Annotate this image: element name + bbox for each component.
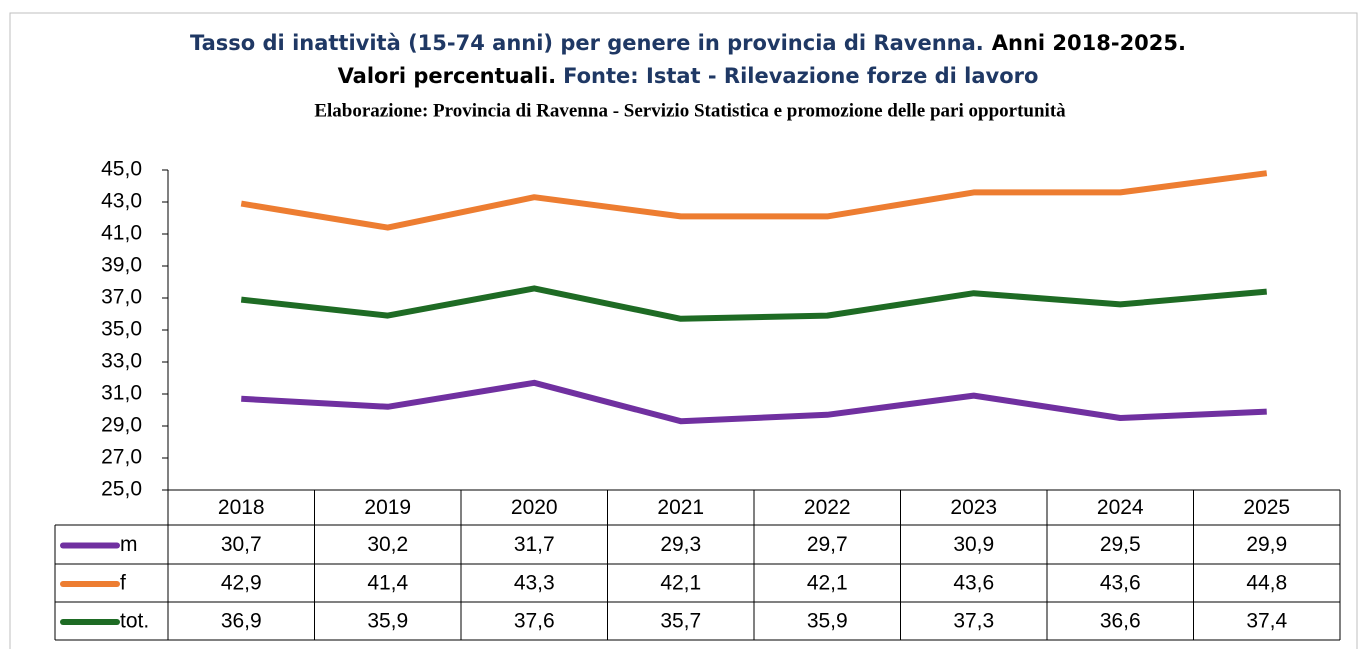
x-tick-label: 2021 [657,496,704,519]
y-tick-label: 45,0 [101,158,142,181]
line-series [240,170,1268,231]
y-tick-label: 37,0 [101,286,142,309]
data-label: 30,7 [221,533,262,556]
y-tick-label: 39,0 [101,254,142,277]
y-tick-label: 33,0 [101,350,142,373]
data-label: 29,7 [807,533,848,556]
chart-subtitle: Valori percentuali. Fonte: Istat - Rileva… [338,64,1039,88]
data-label: 29,3 [660,533,701,556]
data-label: 37,3 [953,610,994,633]
line-series [241,379,1267,425]
x-tick-label: 2025 [1243,496,1290,519]
data-label: 31,7 [514,533,555,556]
title-main: Tasso di inattività (15-74 anni) per gen… [190,31,984,55]
data-label: 29,9 [1246,533,1287,556]
legend-label: tot. [120,610,149,633]
data-label: 30,2 [367,533,408,556]
chart-frame [9,12,1358,649]
line-series [240,285,1268,322]
x-tick-label: 2022 [804,496,851,519]
data-label: 42,1 [660,572,701,595]
credit: Elaborazione: Provincia di Ravenna - Ser… [314,100,1066,121]
data-label: 36,6 [1100,610,1141,633]
legend-label: f [120,572,126,595]
data-label: 37,4 [1246,610,1287,633]
y-tick-label: 25,0 [101,478,142,501]
y-tick-label: 35,0 [101,318,142,341]
x-tick-label: 2023 [950,496,997,519]
data-label: 41,4 [367,572,408,595]
data-label: 35,7 [660,610,701,633]
source: Fonte: Istat - Rilevazione forze di lavo… [563,64,1038,88]
data-label: 37,6 [514,610,555,633]
y-tick-label: 41,0 [101,222,142,245]
title-period: Anni 2018-2025. [992,31,1186,55]
x-tick-label: 2019 [364,496,411,519]
subtitle: Valori percentuali. [338,64,557,88]
x-tick-label: 2024 [1097,496,1144,519]
y-tick-label: 31,0 [101,382,142,405]
data-label: 35,9 [807,610,848,633]
data-label: 36,9 [221,610,262,633]
y-tick-label: 29,0 [101,414,142,437]
data-label: 35,9 [367,610,408,633]
data-label: 43,6 [953,572,994,595]
data-label: 30,9 [953,533,994,556]
chart-title: Tasso di inattività (15-74 anni) per gen… [190,31,1186,55]
data-label: 43,6 [1100,572,1141,595]
data-label: 44,8 [1246,572,1287,595]
y-tick-label: 27,0 [101,446,142,469]
data-label: 29,5 [1100,533,1141,556]
data-label: 42,1 [807,572,848,595]
y-tick-label: 43,0 [101,190,142,213]
data-label: 42,9 [221,572,262,595]
legend-label: m [120,533,138,556]
x-tick-label: 2020 [511,496,558,519]
x-tick-label: 2018 [218,496,265,519]
data-label: 43,3 [514,572,555,595]
